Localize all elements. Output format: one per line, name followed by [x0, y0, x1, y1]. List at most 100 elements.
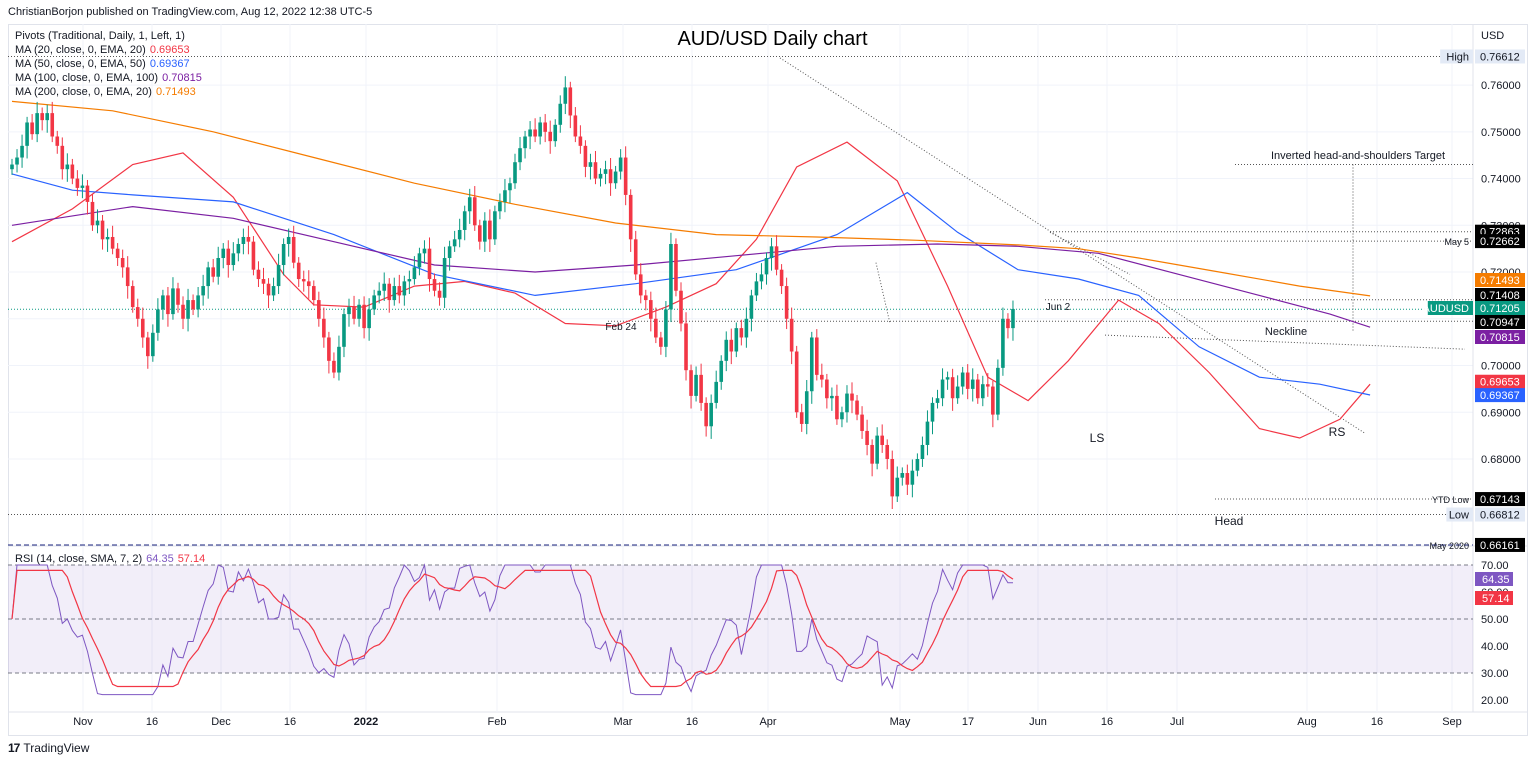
x-tick-label: Jun: [1029, 716, 1047, 728]
candle: [80, 174, 85, 199]
candle: [477, 219, 482, 250]
candle: [231, 242, 236, 271]
candle: [337, 335, 341, 381]
rsi-indicator-label[interactable]: RSI (14, close, SMA, 7, 2) 64.35 57.14: [15, 553, 205, 565]
candle: [729, 328, 734, 365]
candle-body: [357, 304, 361, 319]
candle-body: [236, 243, 241, 254]
price-badge-bg: [1475, 273, 1525, 287]
ma20-indicator-label[interactable]: MA (20, close, 0, EMA, 20) 0.69653: [15, 44, 190, 56]
tradingview-logo[interactable]: 17 TradingView: [8, 741, 89, 755]
candle-body: [20, 145, 24, 158]
candle-body: [221, 248, 226, 259]
candle-body: [312, 286, 316, 301]
price-badge-tag: [1446, 507, 1473, 522]
candle: [538, 116, 542, 145]
candle: [236, 238, 241, 262]
candle-body: [457, 229, 462, 240]
candle-body: [95, 220, 100, 226]
candle-body: [784, 286, 789, 319]
candle-body: [699, 374, 703, 403]
candle: [960, 366, 965, 395]
candle-body: [392, 286, 397, 301]
candle: [513, 153, 517, 189]
candle-body: [694, 374, 698, 396]
price-badge-label: May 2020: [1429, 541, 1469, 551]
candle: [784, 277, 789, 330]
candle-body: [950, 377, 955, 399]
candle-body: [518, 148, 522, 163]
candle-body: [166, 295, 170, 315]
price-badge-bg: [1475, 388, 1525, 403]
candle-body: [779, 269, 784, 287]
candle-body: [156, 309, 160, 333]
candle-body: [799, 412, 804, 424]
candle: [427, 237, 432, 292]
candle: [256, 261, 261, 287]
candle-body: [452, 239, 457, 247]
rsi-sma-line: [11, 569, 1014, 688]
price-badge-text: 0.72662: [1480, 236, 1520, 248]
candle: [528, 121, 532, 150]
candle: [764, 252, 769, 285]
indicator-label: RSI (14, close, SMA, 7, 2): [15, 553, 143, 565]
rsi-tick-label: 40.00: [1481, 641, 1509, 653]
candle: [176, 282, 180, 313]
candle: [246, 225, 251, 255]
tradingview-logo-icon: 17: [8, 741, 20, 755]
candle: [342, 308, 346, 358]
ma-line: [11, 141, 1371, 439]
candle-body: [895, 477, 900, 497]
candle-body: [664, 309, 668, 347]
candle-body: [493, 211, 497, 240]
candle-body: [488, 220, 492, 240]
candle: [452, 230, 457, 252]
price-badge: 0.67143 YTD Low: [1432, 492, 1525, 507]
neckline-annotation: Neckline: [1265, 326, 1307, 338]
candle-body: [618, 157, 623, 172]
candle-body: [744, 318, 749, 338]
candle: [855, 394, 859, 421]
candle: [191, 294, 195, 316]
candle: [694, 366, 698, 402]
candle: [865, 419, 869, 456]
rsi-badge: 57.14: [1475, 591, 1513, 605]
candle-body: [769, 246, 774, 259]
candle: [166, 286, 170, 327]
candle-body: [1006, 318, 1010, 329]
candle: [226, 240, 231, 278]
candle: [618, 149, 623, 180]
candle-body: [809, 337, 814, 392]
candle-body: [347, 307, 351, 315]
candle: [955, 375, 960, 404]
price-axis: 0.760000.750000.740000.730000.720000.710…: [1423, 30, 1525, 707]
candle-body: [649, 300, 653, 319]
candle: [206, 261, 210, 299]
candle-body: [890, 458, 895, 497]
candle: [900, 467, 905, 486]
candle: [910, 459, 915, 498]
candle-body: [296, 262, 301, 280]
candle: [815, 329, 819, 381]
candle: [352, 295, 356, 325]
candle-body: [477, 225, 482, 242]
candle-body: [407, 279, 412, 282]
candle: [357, 299, 361, 327]
target-annotation: Inverted head-and-shoulders Target: [1271, 150, 1445, 162]
candle: [744, 307, 749, 348]
candle-body: [35, 113, 39, 135]
candle: [457, 218, 462, 248]
ma200-indicator-label[interactable]: MA (200, close, 0, EMA, 20) 0.71493: [15, 86, 196, 98]
ma100-indicator-label[interactable]: MA (100, close, 0, EMA, 100) 0.70815: [15, 72, 202, 84]
price-badge-text: 0.71205: [1480, 303, 1520, 315]
y-tick-label: 0.70000: [1481, 361, 1521, 373]
candle: [377, 282, 381, 304]
candle-body: [498, 201, 502, 212]
candle: [563, 76, 568, 115]
candle-body: [563, 87, 568, 104]
time-axis: Nov 16 Dec 16 2022 Feb Mar 16 Apr May 17 Jun 16 Jul Au…: [73, 716, 1462, 728]
candle-body: [789, 318, 794, 352]
ma50-indicator-label[interactable]: MA (50, close, 0, EMA, 50) 0.69367: [15, 58, 190, 70]
pivots-indicator-label[interactable]: Pivots (Traditional, Daily, 1, Left, 1): [15, 30, 185, 42]
